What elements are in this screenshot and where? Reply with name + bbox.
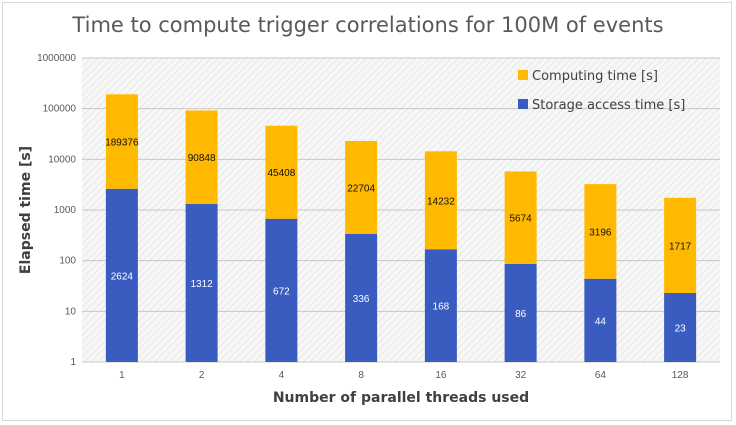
legend-swatch-storage [518,99,528,109]
data-label-storage: 86 [515,309,527,320]
x-tick-label: 32 [515,370,527,381]
bar-storage [664,293,697,362]
bar-storage [424,249,457,362]
data-labels: 2624 189376 1312 90848 672 45408 336 22704 168 14… [105,138,691,335]
x-tick-label: 2 [199,370,205,381]
y-tick-label: 100000 [43,104,77,115]
y-tick-label: 10000 [48,154,76,165]
data-label-computing: 3196 [589,227,612,238]
x-tick-label: 1 [119,370,125,381]
x-tick-label: 4 [279,370,285,381]
bar-storage [265,218,298,362]
chart-title: Time to compute trigger correlations for… [71,13,663,37]
bar-computing [664,197,697,294]
legend-swatch-computing [518,70,528,80]
bars [105,94,697,362]
bar-storage [504,263,537,362]
data-label-computing: 90848 [188,153,216,164]
data-label-storage: 23 [675,324,687,335]
y-axis-ticks: 1 10 100 1000 10000 100000 1000000 [37,53,76,368]
bar-storage [185,204,218,362]
bar-computing [105,94,138,189]
bar-computing [265,125,298,219]
bar-computing [424,151,457,250]
bar-computing [345,140,378,234]
bar-storage [345,233,378,362]
y-tick-label: 1 [70,357,76,368]
bar-storage [584,278,617,362]
x-tick-label: 64 [595,370,607,381]
x-tick-label: 8 [358,370,364,381]
y-tick-label: 100 [59,256,76,267]
legend-label-computing: Computing time [s] [532,69,658,84]
x-tick-label: 16 [435,370,447,381]
x-axis-title: Number of parallel threads used [273,390,529,406]
data-label-storage: 2624 [111,271,134,282]
y-tick-label: 1000000 [37,53,76,64]
data-label-computing: 5674 [510,214,533,225]
x-axis-ticks: 1 2 4 8 16 32 64 128 [119,370,689,381]
data-label-computing: 14232 [427,196,455,207]
legend: Computing time [s] Storage access time [… [518,69,685,113]
bar-storage [105,188,138,362]
data-label-computing: 189376 [105,138,139,149]
data-label-computing: 22704 [347,183,375,194]
data-label-storage: 672 [273,286,290,297]
data-label-storage: 336 [353,294,370,305]
y-axis-title: Elapsed time [s] [18,146,34,274]
bar-computing [584,184,617,279]
bar-computing [185,110,218,205]
data-label-storage: 44 [595,316,607,327]
legend-label-storage: Storage access time [s] [532,98,685,113]
data-label-computing: 45408 [267,168,295,179]
data-label-storage: 168 [433,302,450,313]
data-label-computing: 1717 [669,241,692,252]
data-label-storage: 1312 [191,279,214,290]
bar-computing [504,171,537,264]
y-tick-label: 1000 [54,205,77,216]
x-tick-label: 128 [672,370,689,381]
y-tick-label: 10 [65,306,77,317]
